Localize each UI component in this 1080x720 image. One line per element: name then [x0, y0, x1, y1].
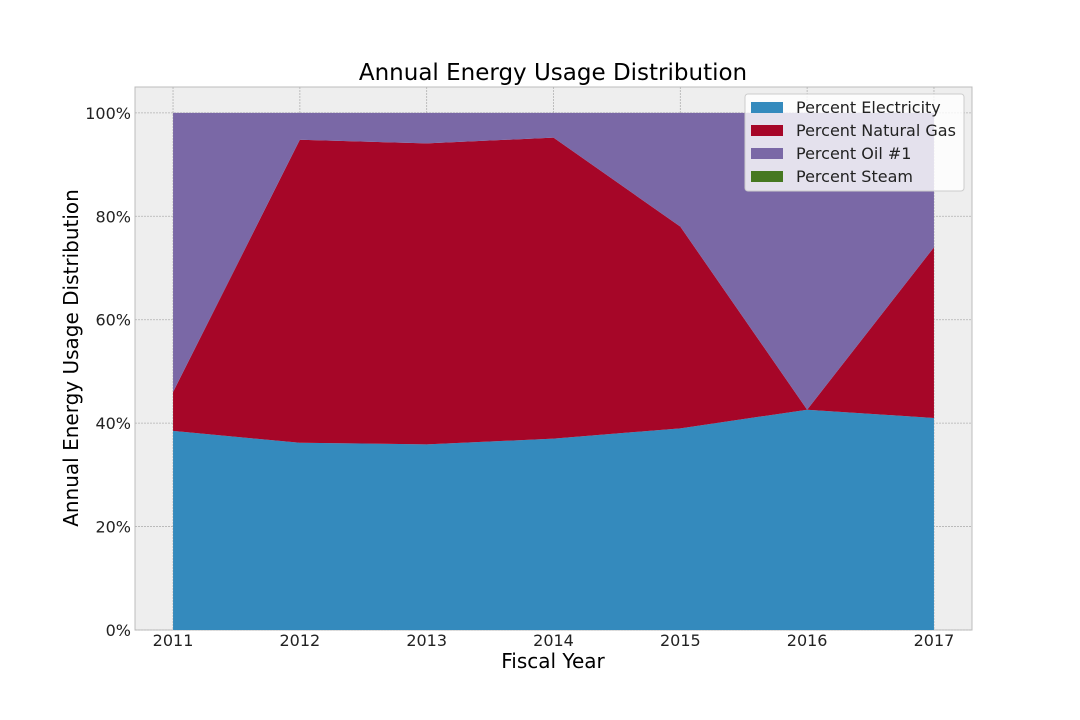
area-series	[173, 112, 934, 630]
legend-label: Percent Natural Gas	[796, 121, 956, 140]
legend-swatch	[751, 171, 783, 182]
legend-swatch	[751, 125, 783, 136]
ticks: 0% 20% 40% 60% 80% 100% 2011 2012 2013 2014 2015 20…	[85, 104, 954, 650]
y-tick-label: 0%	[106, 621, 131, 640]
legend-label: Percent Oil #1	[796, 144, 911, 163]
y-tick-label: 20%	[95, 518, 131, 537]
x-tick-label: 2017	[914, 631, 955, 650]
y-tick-label: 100%	[85, 104, 131, 123]
y-tick-label: 80%	[95, 207, 131, 226]
legend-box	[744, 93, 965, 192]
legend-swatch	[751, 148, 783, 159]
x-tick-label: 2012	[280, 631, 321, 650]
area-percent-electricity	[173, 409, 934, 630]
y-axis-title: Annual Energy Usage Distribution	[59, 189, 83, 527]
y-tick-label: 60%	[95, 311, 131, 330]
legend-label: Percent Steam	[796, 167, 913, 186]
chart-title: Annual Energy Usage Distribution	[359, 60, 747, 86]
area-percent-oil-1	[173, 112, 934, 410]
x-tick-label: 2014	[533, 631, 574, 650]
y-tick-label: 40%	[95, 414, 131, 433]
x-tick-label: 2013	[406, 631, 447, 650]
x-axis-title: Fiscal Year	[501, 649, 605, 673]
legend: Percent Electricity Percent Natural Gas Pe…	[744, 93, 965, 192]
legend-swatch	[751, 102, 783, 113]
x-tick-label: 2015	[660, 631, 701, 650]
x-tick-label: 2016	[787, 631, 828, 650]
area-percent-natural-gas	[173, 137, 934, 445]
x-tick-label: 2011	[153, 631, 194, 650]
legend-label: Percent Electricity	[796, 98, 941, 117]
